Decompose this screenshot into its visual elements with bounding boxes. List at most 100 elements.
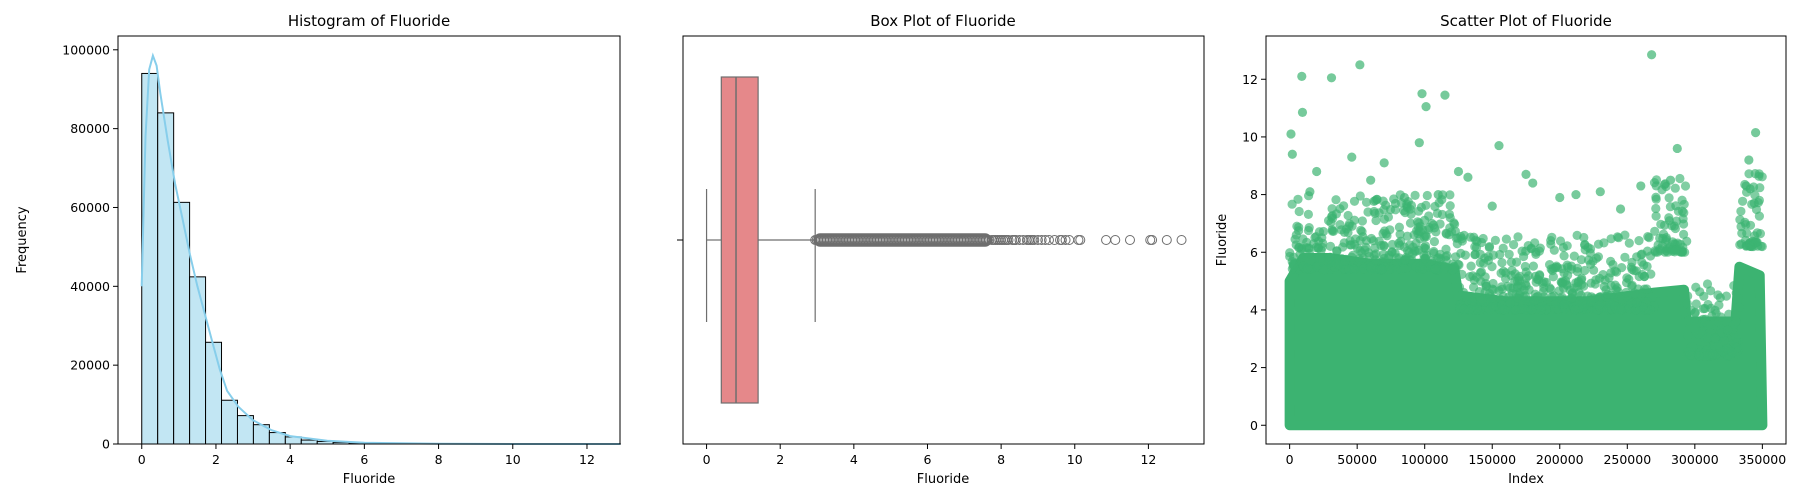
histogram-x-tick-label: 12 [579,452,595,467]
scatter-point [1626,262,1636,272]
scatter-point [1481,279,1491,289]
scatter-point [1749,198,1759,208]
outlier-point [1147,235,1158,245]
scatter-point [1294,226,1304,236]
boxplot-x-ticks: 0 2 4 6 8 10 12 [703,444,1156,467]
scatter-point [1297,107,1308,118]
outlier-point [1101,235,1112,245]
histogram-y-tick-label: 80000 [70,121,110,136]
scatter-point [1615,204,1626,214]
scatter-x-tick-label: 250000 [1603,452,1651,467]
scatter-point [1287,199,1297,209]
scatter-point [1340,256,1350,266]
scatter-point [1523,271,1534,281]
scatter-x-ticks: 0 50000 100000 150000 200000 250000 300000 3500… [1286,444,1786,467]
scatter-point [1364,252,1375,262]
outlier-point [1036,235,1047,245]
scatter-point [1651,203,1661,214]
scatter-point [1736,206,1746,216]
scatter-point [1721,291,1731,301]
scatter-point [1298,234,1308,244]
scatter-point [1665,175,1676,185]
scatter-point [1410,261,1420,271]
scatter-point [1691,299,1701,309]
scatter-point [1672,143,1682,154]
scatter-y-label: Fluoride [1215,214,1230,267]
scatter-point [1586,296,1596,307]
scatter-point [1445,190,1455,200]
scatter-y-tick-label: 0 [1250,418,1258,433]
scatter-point [1520,261,1530,272]
scatter-point [1655,244,1665,254]
scatter-point [1639,271,1649,282]
scatter-point [1680,181,1691,191]
scatter-x-tick-label: 100000 [1401,452,1449,467]
scatter-x-label: Index [1508,472,1544,487]
scatter-point [1459,304,1469,314]
scatter-point [1469,232,1479,242]
outlier-point [1056,235,1067,245]
scatter-point [1366,175,1376,185]
scatter-point [1319,264,1330,275]
scatter-point [1528,261,1538,271]
scatter-point [1589,265,1599,275]
scatter-point [1745,184,1755,194]
scatter-point [1347,252,1357,262]
scatter-point [1647,50,1657,60]
scatter-point [1731,333,1741,343]
scatter-point [1406,254,1416,264]
histogram-bar [221,399,238,445]
scatter-point [1303,209,1313,219]
scatter-point [1538,287,1548,297]
scatter-point [1306,256,1316,266]
scatter-point [1740,217,1750,227]
scatter-point [1677,195,1687,205]
scatter-point [1511,305,1521,315]
scatter-point [1472,303,1482,313]
histogram-panel: 0 2 4 6 8 10 12 0 20000 40000 60000 80000 100000 Hi… [15,12,621,487]
boxplot-x-tick-label: 10 [1067,452,1083,467]
histogram-plot-area [140,52,621,445]
scatter-point [1632,298,1642,308]
iqr-box [720,76,759,404]
scatter-point [1463,172,1473,182]
scatter-point [1651,211,1661,221]
scatter-point [1670,245,1680,255]
scatter-point [1744,169,1754,179]
outlier-point [1043,235,1054,245]
scatter-point [1490,235,1500,245]
scatter-point [1430,201,1440,212]
scatter-point [1379,158,1389,168]
scatter-point [1487,262,1497,272]
scatter-point [1622,273,1632,283]
scatter-point [1350,239,1360,249]
scatter-title: Scatter Plot of Fluoride [1440,12,1612,30]
histogram-x-ticks: 0 2 4 6 8 10 12 [138,444,595,467]
outlier-point [1110,235,1121,245]
scatter-point [1567,293,1577,303]
scatter-point [1379,241,1389,251]
scatter-point [1454,282,1465,292]
scatter-x-tick-label: 200000 [1536,452,1584,467]
scatter-point [1429,237,1439,247]
scatter-y-tick-label: 8 [1250,187,1258,202]
scatter-point [1742,228,1752,238]
scatter-point [1372,194,1382,205]
scatter-point [1433,189,1443,200]
scatter-point [1505,283,1515,293]
scatter-point [1529,296,1539,306]
histogram-y-tick-label: 40000 [70,279,110,294]
scatter-point [1683,315,1693,326]
scatter-point [1419,243,1429,253]
scatter-point [1317,242,1327,252]
scatter-point [1399,192,1410,203]
scatter-point [1530,238,1540,248]
scatter-x-tick-label: 0 [1286,452,1294,467]
kde-curve [140,52,621,445]
boxplot-x-tick-label: 8 [997,452,1005,467]
scatter-x-tick-label: 50000 [1337,452,1377,467]
histogram-y-ticks: 0 20000 40000 60000 80000 100000 [62,42,118,452]
scatter-point [1731,288,1741,298]
scatter-point [1750,190,1760,200]
